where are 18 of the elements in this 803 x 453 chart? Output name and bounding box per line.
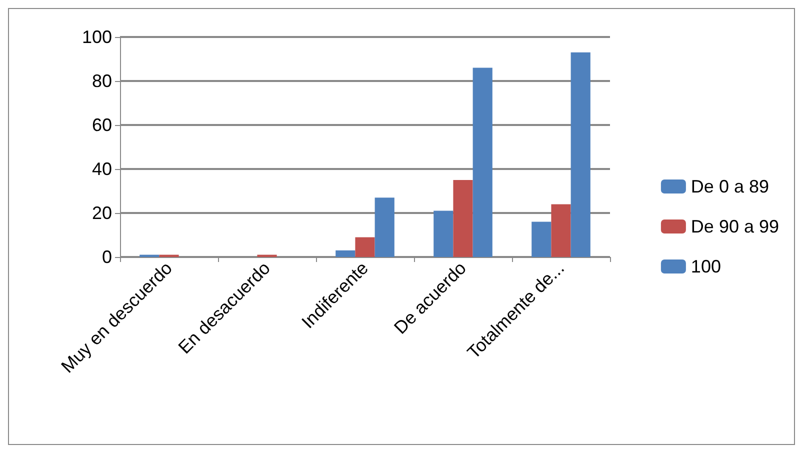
y-tick-label: 20 <box>92 203 112 223</box>
bar <box>472 68 492 257</box>
legend-label: De 90 a 99 <box>690 216 780 236</box>
bar <box>532 222 552 257</box>
y-tick-label: 40 <box>92 159 112 179</box>
bar <box>355 237 375 257</box>
bar <box>336 250 356 257</box>
legend-label: De 0 a 89 <box>690 176 769 196</box>
y-tick-label: 0 <box>102 247 112 267</box>
y-tick-label: 100 <box>82 27 112 47</box>
bar <box>551 204 571 257</box>
bar <box>434 210 454 257</box>
y-tick-label: 80 <box>92 71 112 91</box>
bar <box>374 198 394 257</box>
y-tick-label: 60 <box>92 115 112 135</box>
bar <box>453 180 473 257</box>
legend-label: 100 <box>690 256 721 276</box>
bar <box>570 52 590 257</box>
